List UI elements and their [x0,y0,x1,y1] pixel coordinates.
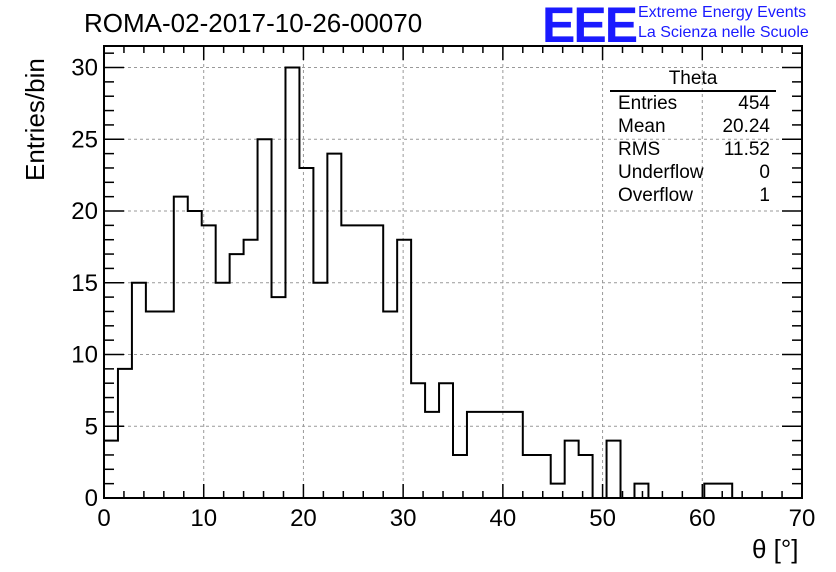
x-tick-label: 10 [190,505,217,532]
x-tick-label: 30 [390,505,417,532]
y-tick-label: 30 [71,55,98,82]
histogram-series [103,66,802,499]
y-tick-label: 20 [71,198,98,225]
plot-frame [103,45,803,499]
histogram-title: ROMA-02-2017-10-26-00070 [84,8,423,38]
stats-row-mean: Mean 20.24 [610,115,776,138]
histogram-line [103,66,802,499]
stats-value: 454 [738,93,770,114]
y-tick-label: 15 [71,270,98,297]
x-tick-label: 20 [290,505,317,532]
x-tick-label: 70 [789,505,816,532]
stats-label: RMS [618,139,661,160]
y-tick-label: 10 [71,342,98,369]
stats-row-rms: RMS 11.52 [610,138,776,161]
stats-box: Theta Entries 454 Mean 20.24 RMS 11.52 U… [610,69,776,207]
stats-label: Mean [618,116,666,137]
y-tick-label: 0 [85,485,98,512]
y-tick-label: 5 [85,413,98,440]
stats-row-entries: Entries 454 [610,92,776,115]
y-axis-label: Entries/bin [20,58,50,181]
stats-title: Theta [610,69,776,92]
stats-label: Overflow [618,185,693,206]
stats-label: Entries [618,93,678,114]
x-tick-label: 50 [589,505,616,532]
stats-row-underflow: Underflow 0 [610,161,776,184]
x-tick-label: 40 [490,505,517,532]
y-tick-label: 25 [71,126,98,153]
stats-value: 20.24 [722,116,770,137]
axis-ticks [103,46,803,499]
x-axis-label: θ [°] [752,534,799,564]
logo-line-1: Extreme Energy Events [638,4,807,21]
x-tick-label: 0 [97,505,110,532]
stats-value: 0 [759,162,770,183]
stats-row-overflow: Overflow 1 [610,184,776,207]
stats-label: Underflow [618,162,704,183]
stats-value: 11.52 [723,139,770,160]
eee-logo: EEE [542,0,638,53]
x-tick-label: 60 [689,505,716,532]
stats-value: 1 [759,185,770,206]
logo-line-2: La Scienza nelle Scuole [638,24,809,41]
